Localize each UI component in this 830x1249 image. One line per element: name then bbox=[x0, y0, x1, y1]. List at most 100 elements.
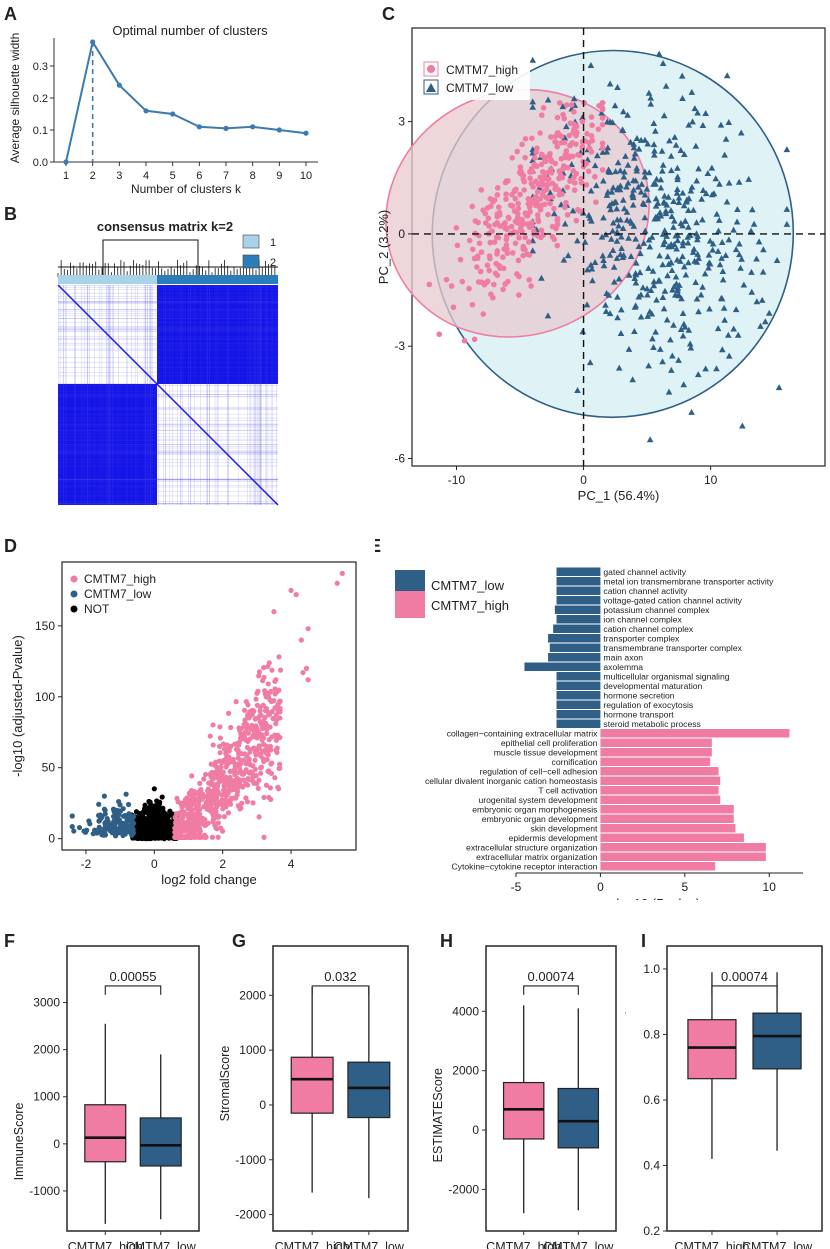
high-point bbox=[588, 114, 595, 120]
enrichment-bar bbox=[600, 833, 744, 842]
volcano-points bbox=[69, 570, 345, 842]
high-point bbox=[237, 806, 243, 812]
low-point bbox=[608, 235, 615, 242]
panel-label-f: F bbox=[4, 931, 15, 951]
legend-marker bbox=[70, 605, 78, 613]
high-point bbox=[250, 774, 256, 780]
high-point bbox=[231, 795, 237, 801]
low-point bbox=[674, 186, 681, 193]
high-point bbox=[497, 265, 503, 272]
low-point bbox=[748, 268, 755, 275]
high-point bbox=[213, 804, 219, 811]
high-point bbox=[577, 208, 583, 215]
low-point bbox=[550, 210, 558, 217]
high-point bbox=[531, 154, 538, 161]
y-tick-label: 0 bbox=[53, 1137, 60, 1151]
low-point bbox=[654, 199, 662, 206]
category-label: regulation of cell−cell adhesion bbox=[480, 767, 598, 777]
high-point bbox=[558, 155, 565, 162]
high-point bbox=[541, 201, 548, 208]
low-point bbox=[609, 227, 616, 234]
low-point bbox=[637, 250, 644, 257]
high-point bbox=[522, 136, 529, 142]
low-point bbox=[730, 226, 737, 233]
x-tick-label: 0 bbox=[151, 857, 158, 871]
low-point bbox=[730, 325, 737, 332]
low-point bbox=[125, 801, 132, 808]
low-point bbox=[668, 243, 676, 250]
legend-marker-high bbox=[427, 65, 435, 73]
low-point bbox=[694, 371, 702, 378]
high-point bbox=[203, 793, 210, 799]
panel-d: D -2 0 2 4 0 50 100 150 log2 fold change -log10 (… bbox=[4, 536, 357, 887]
low-point bbox=[712, 175, 720, 182]
high-point bbox=[545, 195, 551, 202]
high-point bbox=[592, 173, 598, 180]
high-point bbox=[504, 250, 511, 256]
high-point bbox=[450, 304, 457, 311]
low-point bbox=[722, 252, 730, 259]
high-point bbox=[472, 218, 479, 224]
low-point bbox=[564, 252, 572, 259]
category-label: extracellular matrix organization bbox=[476, 852, 598, 862]
low-point bbox=[96, 801, 102, 807]
low-point bbox=[613, 237, 621, 244]
low-point bbox=[650, 278, 658, 285]
high-point bbox=[485, 215, 492, 222]
low-point bbox=[603, 148, 611, 155]
high-point bbox=[562, 204, 568, 211]
high-point bbox=[514, 219, 520, 226]
high-point bbox=[471, 336, 478, 343]
low-point bbox=[547, 189, 554, 196]
low-point bbox=[644, 291, 651, 298]
low-point bbox=[101, 806, 108, 812]
not-point bbox=[157, 799, 163, 805]
low-point bbox=[618, 306, 625, 313]
low-point bbox=[123, 791, 129, 797]
high-point bbox=[469, 203, 476, 210]
high-point bbox=[265, 681, 271, 687]
low-point bbox=[709, 246, 716, 253]
not-point bbox=[140, 826, 146, 832]
low-point bbox=[704, 169, 712, 176]
high-point bbox=[572, 180, 578, 186]
low-point bbox=[638, 180, 646, 187]
enrichment-bar bbox=[554, 605, 601, 614]
high-point bbox=[538, 182, 545, 189]
high-point bbox=[579, 138, 586, 145]
category-label: collagen−containing extracellular matrix bbox=[447, 729, 598, 739]
low-point bbox=[725, 119, 733, 126]
y-tick-label: 100 bbox=[35, 690, 55, 704]
low-point bbox=[644, 140, 652, 147]
low-point bbox=[659, 358, 666, 365]
not-point bbox=[149, 819, 155, 825]
low-point bbox=[96, 818, 102, 824]
high-point bbox=[571, 187, 578, 193]
high-point bbox=[448, 283, 455, 289]
high-point bbox=[225, 710, 232, 716]
silhouette-point bbox=[90, 39, 96, 45]
high-point bbox=[514, 148, 521, 155]
high-point bbox=[554, 143, 561, 150]
high-point bbox=[551, 236, 558, 243]
x-tick-label: 5 bbox=[170, 170, 176, 182]
category-label: epithelial cell proliferation bbox=[501, 738, 598, 748]
low-point bbox=[706, 237, 714, 244]
box-body bbox=[290, 1056, 334, 1114]
high-point bbox=[215, 790, 221, 797]
low-point bbox=[690, 206, 697, 213]
high-point bbox=[214, 794, 220, 801]
low-point bbox=[602, 308, 610, 315]
high-point bbox=[494, 192, 501, 198]
high-point bbox=[224, 742, 230, 748]
high-point bbox=[207, 733, 213, 739]
category-label: regulation of exocytosis bbox=[603, 700, 693, 710]
high-point bbox=[189, 820, 195, 826]
low-point bbox=[657, 184, 665, 191]
high-point bbox=[571, 109, 577, 115]
high-point bbox=[227, 786, 233, 793]
high-point bbox=[514, 214, 521, 221]
high-point bbox=[194, 797, 200, 803]
high-point bbox=[524, 251, 531, 258]
category-label: muscle tissue development bbox=[494, 748, 598, 758]
